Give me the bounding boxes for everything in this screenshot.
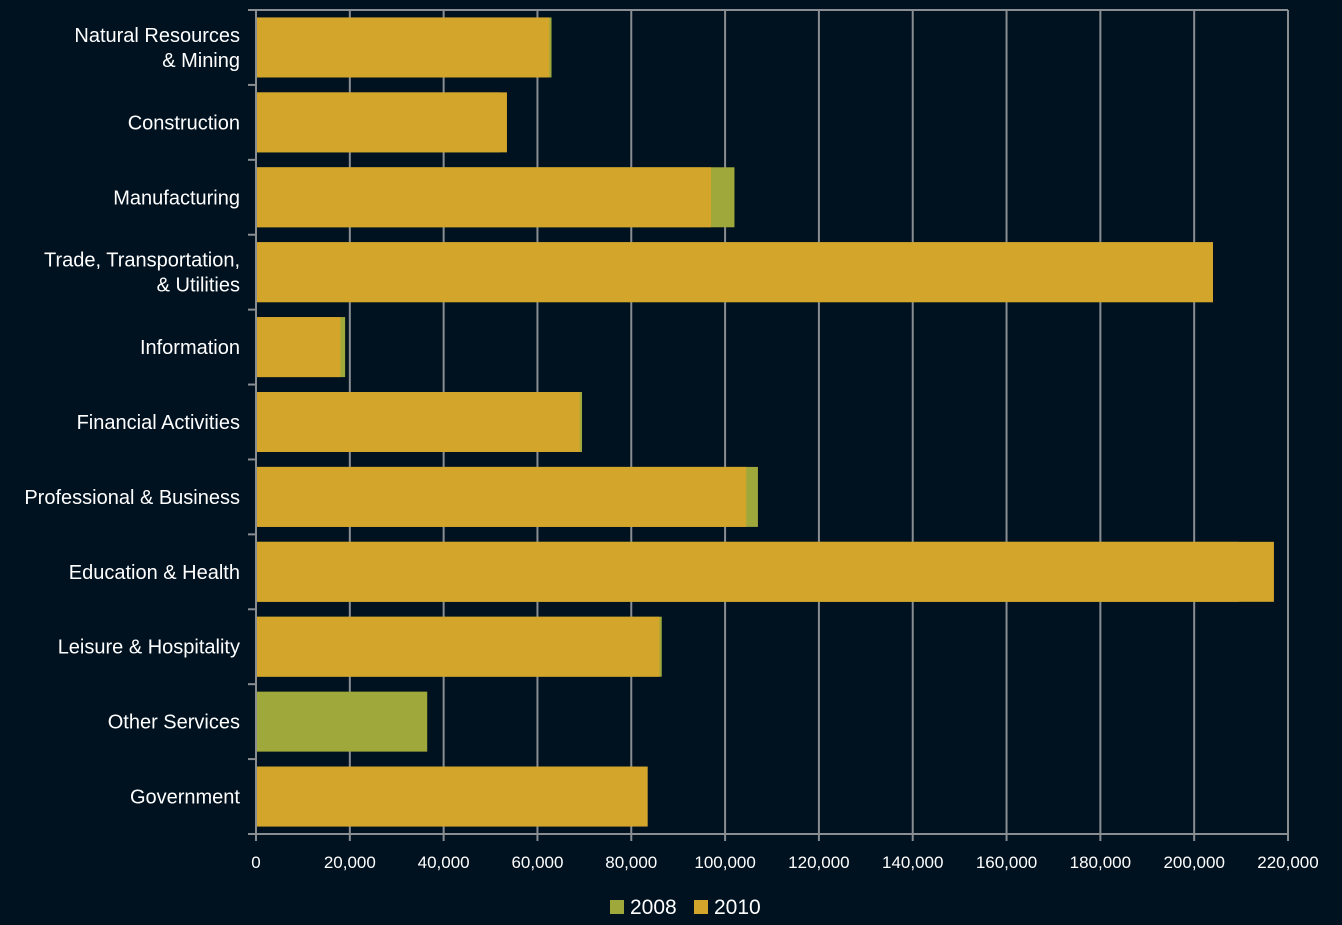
category-label-line: Leisure & Hospitality (58, 637, 240, 659)
bar-2010 (256, 616, 660, 677)
x-tick-label: 100,000 (694, 853, 755, 872)
category-label-line: Natural Resources (74, 25, 240, 47)
bar-2010 (256, 392, 580, 452)
category-label: Financial Activities (77, 412, 240, 434)
category-label-line: & Mining (162, 50, 240, 72)
legend-swatch-2010 (694, 900, 708, 914)
category-label-line: Construction (128, 112, 240, 134)
category-label: Manufacturing (113, 187, 240, 209)
x-tick-label: 0 (251, 853, 260, 872)
legend-label-2010: 2010 (714, 896, 761, 919)
category-label: Construction (128, 112, 240, 134)
category-label: Other Services (108, 712, 240, 734)
bar-2008 (256, 691, 428, 752)
category-label-line: Financial Activities (77, 412, 240, 434)
x-tick-label: 120,000 (788, 853, 849, 872)
bar-2010 (256, 92, 507, 153)
x-tick-label: 180,000 (1070, 853, 1131, 872)
bar-2010 (256, 242, 1213, 303)
category-labels: Natural Resources & Mining Construction Man… (24, 25, 240, 809)
category-label: Information (140, 337, 240, 359)
x-tick-label: 200,000 (1163, 853, 1224, 872)
bar-2010 (256, 17, 550, 78)
category-label: Government (130, 787, 240, 809)
bar-2010 (256, 541, 1274, 602)
legend: 2008 2010 (610, 896, 761, 919)
category-label-line: Manufacturing (113, 187, 240, 209)
bar-2010 (256, 466, 747, 527)
category-label: Trade, Transportation, & Utilities (44, 250, 240, 297)
category-label: Leisure & Hospitality (58, 637, 240, 659)
legend-label-2008: 2008 (630, 896, 677, 919)
x-tick-label: 20,000 (324, 853, 376, 872)
x-tick-label: 140,000 (882, 853, 943, 872)
category-label-line: Professional & Business (24, 487, 240, 509)
category-label-line: Trade, Transportation, (44, 250, 240, 272)
x-tick-label: 40,000 (418, 853, 470, 872)
bar-2010 (256, 766, 648, 827)
category-label: Professional & Business (24, 487, 240, 509)
category-label: Education & Health (69, 562, 240, 584)
x-tick-label: 160,000 (976, 853, 1037, 872)
x-tick-label: 60,000 (511, 853, 563, 872)
category-label-line: Information (140, 337, 240, 359)
category-label-line: Government (130, 787, 240, 809)
bars (256, 17, 1274, 827)
legend-swatch-2008 (610, 900, 624, 914)
bar-2010 (256, 317, 341, 378)
x-tick-labels: 0 20,000 40,000 60,000 80,000 100,000 120,000 1… (251, 853, 1318, 872)
category-label: Natural Resources & Mining (74, 25, 240, 72)
x-tick-label: 80,000 (605, 853, 657, 872)
axes (248, 9, 1289, 841)
x-tick-label: 220,000 (1257, 853, 1318, 872)
category-label-line: Education & Health (69, 562, 240, 584)
bar-2010 (256, 167, 712, 228)
category-label-line: Other Services (108, 712, 240, 734)
category-label-line: & Utilities (157, 275, 240, 297)
